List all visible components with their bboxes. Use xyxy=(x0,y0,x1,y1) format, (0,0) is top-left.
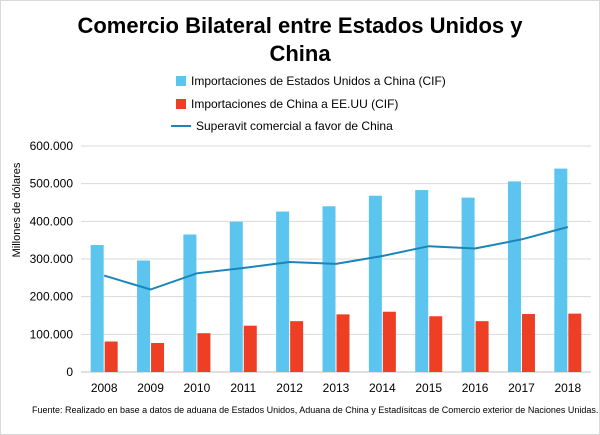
x-tick-label: 2015 xyxy=(415,381,442,395)
bar-china-imports xyxy=(197,333,211,372)
legend-label-surplus: Superavit comercial a favor de China xyxy=(196,119,393,133)
x-tick-label: 2014 xyxy=(369,381,396,395)
x-tick-label: 2009 xyxy=(137,381,164,395)
bar-us-imports xyxy=(507,181,521,372)
y-axis-ticks: 0 100.000 200.000 300.000 400.000 500.000 600.… xyxy=(30,139,74,379)
bar-us-imports xyxy=(554,168,568,372)
x-tick-label: 2011 xyxy=(230,381,256,395)
bar-us-imports xyxy=(415,190,429,372)
bar-us-imports xyxy=(90,245,104,372)
bar-us-imports xyxy=(183,234,197,372)
y-tick-label: 300.000 xyxy=(30,252,74,266)
gridlines xyxy=(81,145,591,373)
y-tick-label: 600.000 xyxy=(30,139,74,153)
bar-china-imports xyxy=(290,321,304,372)
bar-us-imports xyxy=(229,221,243,372)
x-tick-label: 2012 xyxy=(276,381,303,395)
x-tick-label: 2010 xyxy=(184,381,211,395)
x-tick-label: 2008 xyxy=(91,381,118,395)
legend-label-china-imports: Importaciones de China a EE.UU (CIF) xyxy=(191,97,398,111)
surplus-line-group xyxy=(103,226,569,291)
bar-us-imports xyxy=(137,260,151,372)
chart-title-line-2: China xyxy=(269,41,331,66)
surplus-line xyxy=(103,226,569,291)
bar-china-imports xyxy=(521,313,535,372)
y-tick-label: 500.000 xyxy=(30,177,74,191)
legend-swatch-china-imports xyxy=(176,99,186,109)
bar-us-imports xyxy=(368,195,382,372)
bar-china-imports xyxy=(104,341,118,372)
bar-china-imports xyxy=(568,313,582,372)
x-axis-ticks: 2008 2009 2010 2011 2012 2013 2014 2015 2016 2017… xyxy=(91,381,582,395)
chart-title-line-1: Comercio Bilateral entre Estados Unidos … xyxy=(77,13,523,38)
legend-label-us-imports: Importaciones de Estados Unidos a China … xyxy=(191,74,446,88)
bars xyxy=(90,168,582,372)
bar-china-imports xyxy=(382,311,396,372)
bar-us-imports xyxy=(276,211,290,372)
x-tick-label: 2018 xyxy=(554,381,581,395)
y-axis-label: Millones de dólares xyxy=(11,162,23,257)
bar-china-imports xyxy=(336,314,350,372)
y-tick-label: 400.000 xyxy=(30,214,74,228)
bar-china-imports xyxy=(151,342,165,372)
bar-china-imports xyxy=(475,321,489,372)
legend: Importaciones de Estados Unidos a China … xyxy=(171,74,446,133)
bar-china-imports xyxy=(429,316,443,372)
y-tick-label: 100.000 xyxy=(30,327,74,341)
x-tick-label: 2017 xyxy=(508,381,535,395)
y-tick-label: 200.000 xyxy=(30,290,74,304)
source-note: Fuente: Realizado en base a datos de adu… xyxy=(32,405,598,415)
legend-swatch-us-imports xyxy=(176,76,186,86)
y-tick-label: 0 xyxy=(66,365,73,379)
bar-us-imports xyxy=(322,206,336,372)
x-tick-label: 2013 xyxy=(323,381,350,395)
bar-us-imports xyxy=(461,197,475,372)
bar-china-imports xyxy=(243,325,257,372)
x-tick-label: 2016 xyxy=(462,381,489,395)
